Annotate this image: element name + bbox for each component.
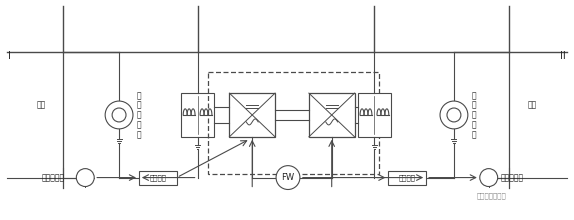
Circle shape xyxy=(440,101,468,129)
Text: 电
压
互
感
器: 电 压 互 感 器 xyxy=(137,91,142,139)
Text: II: II xyxy=(560,51,566,61)
Text: 电流互感器: 电流互感器 xyxy=(501,173,523,182)
Circle shape xyxy=(76,169,94,187)
Text: 测控单元: 测控单元 xyxy=(149,174,166,181)
Text: 电流互感器: 电流互感器 xyxy=(41,173,65,182)
Bar xyxy=(358,93,391,137)
Text: 电
压
互
感
器: 电 压 互 感 器 xyxy=(472,91,476,139)
Bar xyxy=(230,93,275,137)
Text: 馈线: 馈线 xyxy=(528,101,537,110)
Bar xyxy=(309,93,355,137)
Bar xyxy=(139,171,177,185)
Bar xyxy=(389,171,426,185)
Text: FW: FW xyxy=(281,173,294,182)
Text: 储能科学与技术: 储能科学与技术 xyxy=(477,192,506,199)
Circle shape xyxy=(112,108,126,122)
Circle shape xyxy=(105,101,133,129)
Text: I: I xyxy=(8,51,11,61)
Bar xyxy=(208,72,379,174)
Text: 测控单元: 测控单元 xyxy=(399,174,416,181)
Circle shape xyxy=(447,108,461,122)
Bar xyxy=(181,93,215,137)
Circle shape xyxy=(480,169,498,187)
Text: 馈线: 馈线 xyxy=(37,101,46,110)
Circle shape xyxy=(276,166,300,189)
